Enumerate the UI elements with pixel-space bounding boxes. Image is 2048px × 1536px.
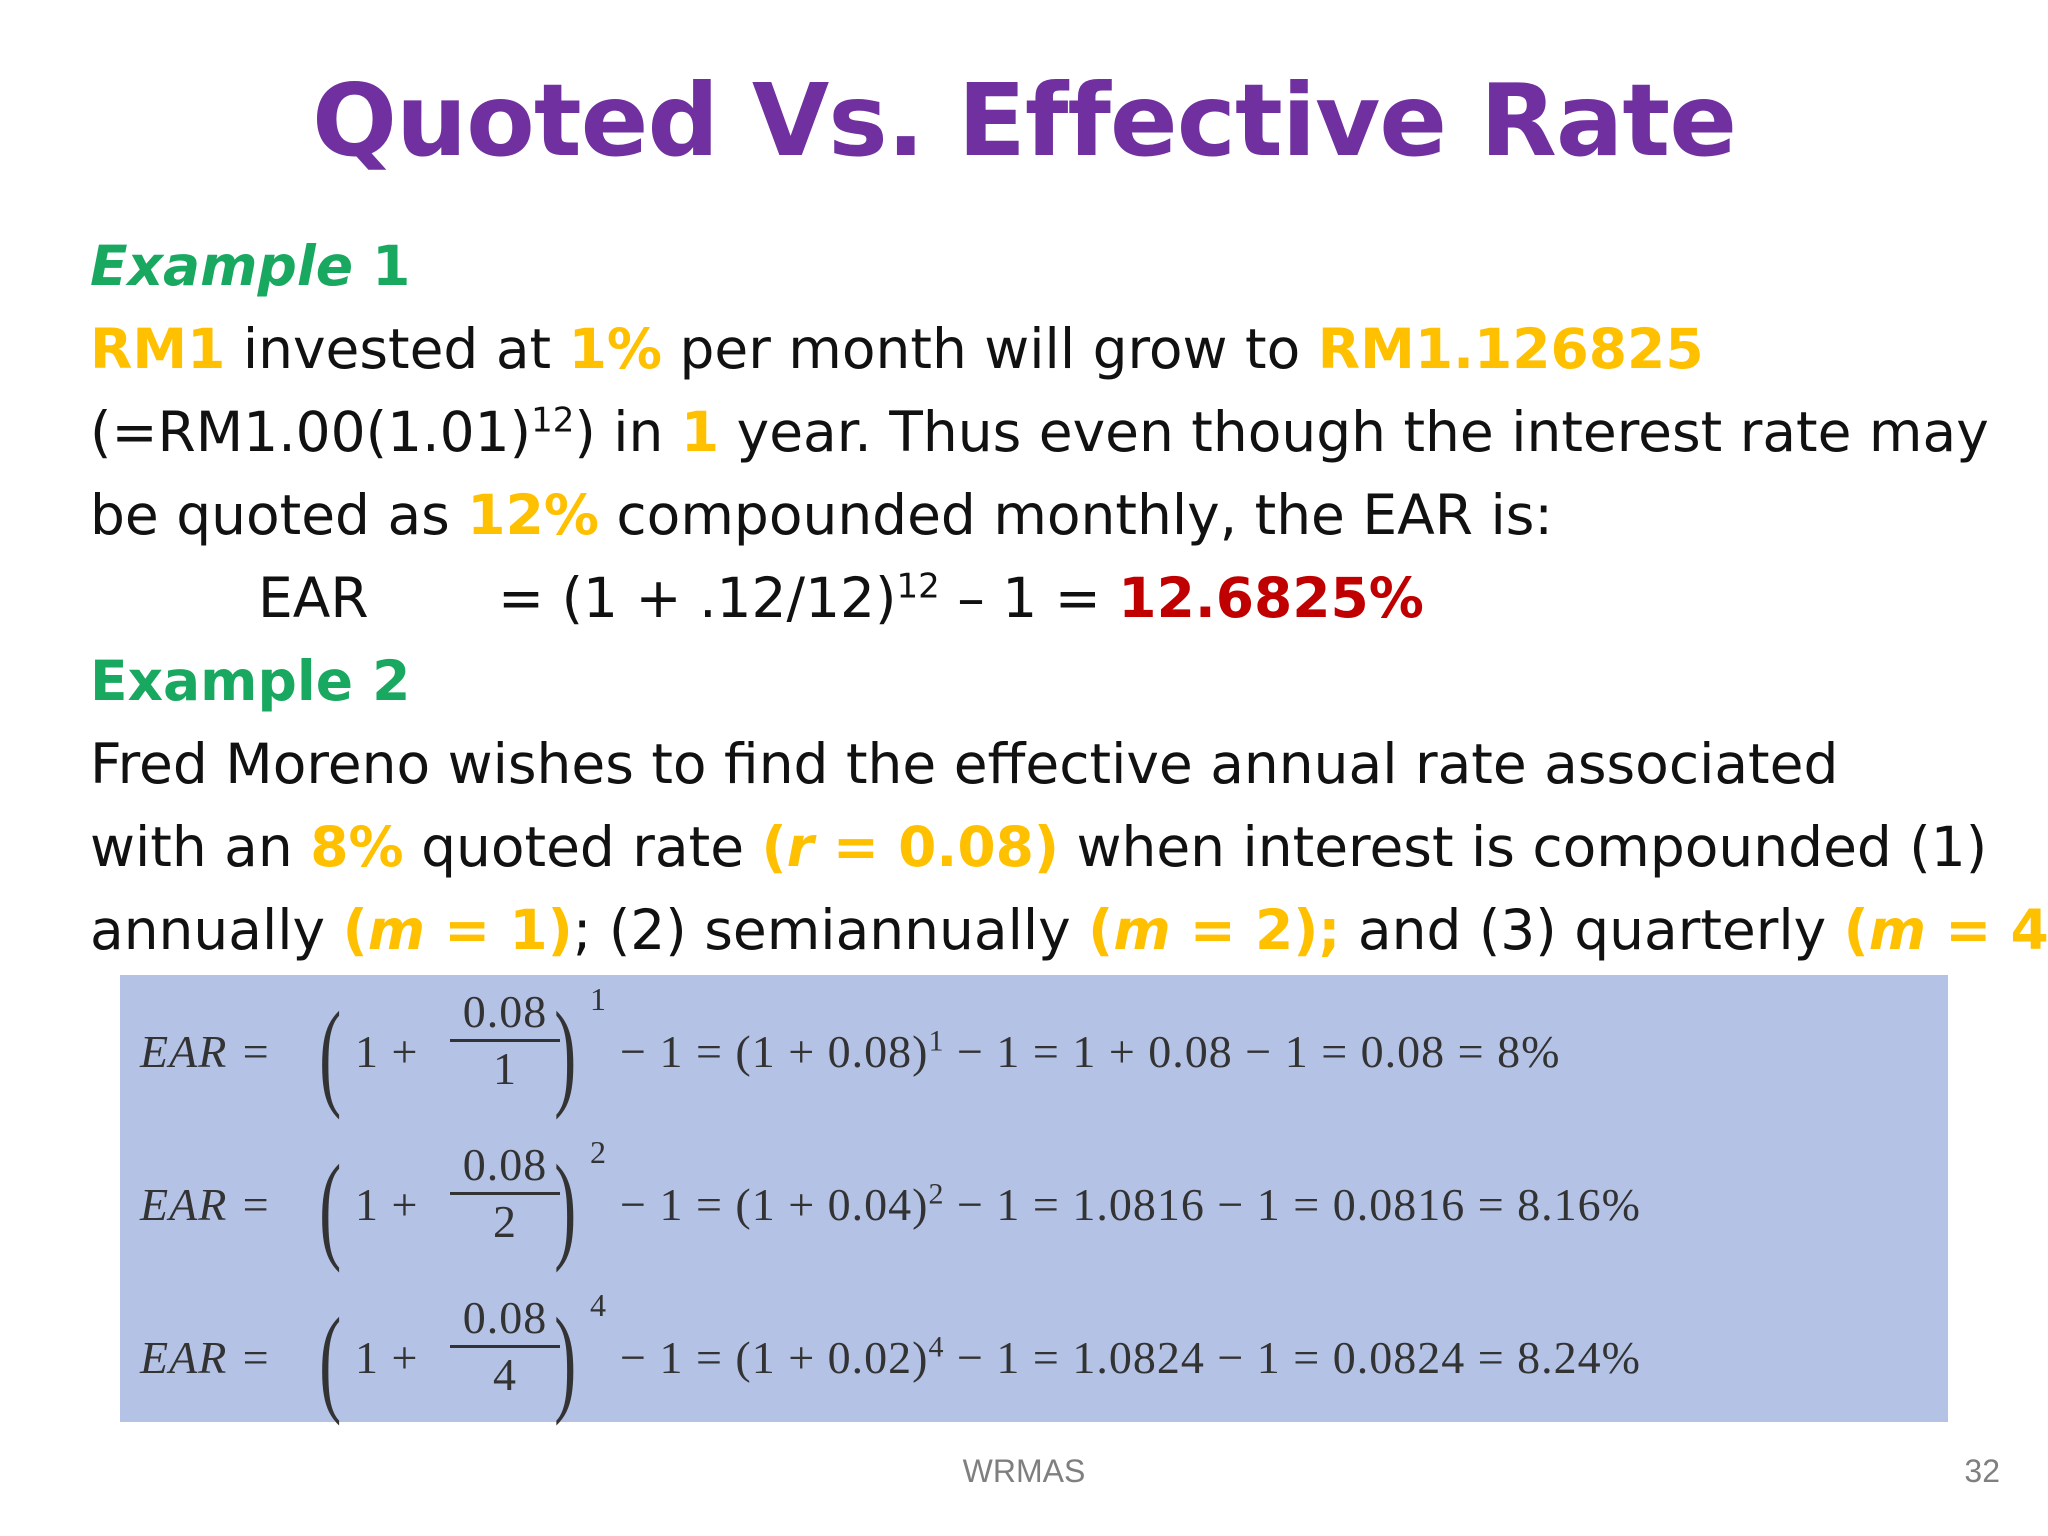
years: 1	[680, 400, 720, 464]
text: with an	[90, 815, 311, 879]
fraction: 0.08 1	[450, 985, 560, 1096]
rhs-part: − 1 = 1 + 0.08 − 1 = 0.08 = 8%	[944, 1026, 1561, 1077]
example2-line2: with an 8% quoted rate (r = 0.08) when i…	[90, 806, 2030, 889]
exponent: 12	[531, 400, 575, 441]
formula-row-semiannual: EAR = ( 1 + 0.08 2 ) 2 − 1 = (1 + 0.04)2 …	[120, 1134, 1948, 1273]
fraction: 0.08 4	[450, 1291, 560, 1402]
formula-lhs: EAR =	[140, 1332, 272, 1383]
ear-label: EAR	[258, 566, 369, 630]
ear-result: 12.6825%	[1118, 566, 1424, 630]
formula-rhs: − 1 = (1 + 0.04)2 − 1 = 1.0816 − 1 = 0.0…	[620, 1178, 1641, 1231]
text: ) in	[574, 400, 681, 464]
slide-body: Example 1 RM1 invested at 1% per month w…	[90, 225, 2048, 972]
amount-rm1: RM1	[90, 317, 226, 381]
rhs-part: − 1 = (1 + 0.02)	[620, 1332, 929, 1383]
rhs-part: − 1 = 1.0816 − 1 = 0.0816 = 8.16%	[944, 1179, 1641, 1230]
example1-line2: (=RM1.00(1.01)12) in 1 year. Thus even t…	[90, 391, 2030, 474]
m-value: = 4).	[1945, 898, 2048, 962]
rhs-part: − 1 = 1.0824 − 1 = 0.0824 = 8.24%	[944, 1332, 1641, 1383]
formula-one-plus: 1 +	[355, 1026, 419, 1077]
text: and (3) quarterly	[1340, 898, 1844, 962]
left-paren: (	[319, 1293, 342, 1426]
right-paren: )	[554, 987, 577, 1120]
example1-ear-formula: EAR = (1 + .12/12)12 – 1 = 12.6825%	[90, 557, 2030, 640]
left-paren: (	[319, 987, 342, 1120]
text: compounded monthly, the EAR is:	[598, 483, 1553, 547]
example2-heading: Example 2	[90, 649, 411, 713]
quoted-rate: 8%	[310, 815, 404, 879]
denominator: 2	[493, 1196, 517, 1247]
variable-m: m	[1868, 898, 1927, 962]
left-paren: (	[319, 1140, 342, 1273]
right-paren: )	[554, 1140, 577, 1273]
text: when interest is compounded (1)	[1059, 815, 1988, 879]
rhs-part: − 1 = (1 + 0.04)	[620, 1179, 929, 1230]
monthly-rate: 1%	[568, 317, 662, 381]
formula-lhs: EAR =	[140, 1179, 272, 1230]
rate-value: = 0.08)	[813, 815, 1059, 879]
example2-line1: Fred Moreno wishes to find the effective…	[90, 732, 1839, 796]
numerator: 0.08	[450, 1291, 560, 1348]
formula-row-annual: EAR = ( 1 + 0.08 1 ) 1 − 1 = (1 + 0.08)1 …	[120, 981, 1948, 1120]
page-number: 32	[1964, 1453, 2000, 1489]
numerator: 0.08	[450, 985, 560, 1042]
example1-line3: be quoted as 12% compounded monthly, the…	[90, 474, 2030, 557]
text: per month will grow to	[661, 317, 1318, 381]
example1-heading-word: Example	[90, 234, 353, 298]
example1-heading: Example 1	[90, 225, 2030, 308]
formula-rhs: − 1 = (1 + 0.02)4 − 1 = 1.0824 − 1 = 0.0…	[620, 1331, 1641, 1384]
fraction: 0.08 2	[450, 1138, 560, 1249]
exponent: 2	[590, 1134, 607, 1170]
exponent: 12	[896, 566, 940, 607]
future-value: RM1.126825	[1317, 317, 1704, 381]
paren: (	[761, 815, 787, 879]
quoted-rate: 12%	[467, 483, 599, 547]
text: quoted rate	[403, 815, 762, 879]
paren: (	[342, 898, 368, 962]
footer-text: WRMAS	[962, 1453, 1086, 1489]
variable-r: r	[786, 815, 814, 879]
paren: (	[1843, 898, 1869, 962]
right-paren: )	[554, 1293, 577, 1426]
exponent: 1	[590, 981, 607, 1017]
text: = (1 + .12/12)	[498, 566, 897, 630]
m-value: = 1)	[425, 898, 573, 962]
variable-m: m	[1113, 898, 1171, 962]
rhs-exponent: 2	[928, 1177, 945, 1211]
rhs-exponent: 4	[928, 1330, 945, 1364]
exponent: 4	[590, 1287, 607, 1323]
denominator: 4	[493, 1349, 517, 1400]
rhs-exponent: 1	[928, 1024, 945, 1058]
text: ; (2) semiannually	[572, 898, 1089, 962]
text: – 1 =	[939, 566, 1119, 630]
numerator: 0.08	[450, 1138, 560, 1195]
text: invested at	[225, 317, 569, 381]
example2-line3: annually (m = 1); (2) semiannually (m = …	[90, 889, 2048, 972]
formula-one-plus: 1 +	[355, 1332, 419, 1383]
formula-rhs: − 1 = (1 + 0.08)1 − 1 = 1 + 0.08 − 1 = 0…	[620, 1025, 1560, 1078]
example1-heading-num: 1	[372, 234, 411, 298]
formula-lhs: EAR =	[140, 1026, 272, 1077]
slide-title: Quoted Vs. Effective Rate	[311, 62, 1737, 179]
variable-m: m	[367, 898, 426, 962]
text: annually	[90, 898, 343, 962]
example1-line1: RM1 invested at 1% per month will grow t…	[90, 308, 2030, 391]
text: (=RM1.00(1.01)	[90, 400, 532, 464]
paren: (	[1088, 898, 1114, 962]
m-value: = 2);	[1170, 898, 1341, 962]
formula-image: EAR = ( 1 + 0.08 1 ) 1 − 1 = (1 + 0.08)1 …	[120, 975, 1948, 1426]
text: year. Thus even though the interest rate…	[719, 400, 1989, 464]
denominator: 1	[493, 1043, 517, 1094]
formula-one-plus: 1 +	[355, 1179, 419, 1230]
text: be quoted as	[90, 483, 468, 547]
formula-row-quarterly: EAR = ( 1 + 0.08 4 ) 4 − 1 = (1 + 0.02)4 …	[120, 1287, 1948, 1426]
rhs-part: − 1 = (1 + 0.08)	[620, 1026, 929, 1077]
